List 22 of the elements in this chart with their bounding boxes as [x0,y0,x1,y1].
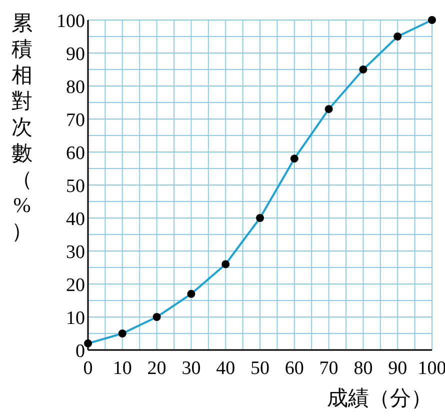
x-tick-label: 30 [182,358,201,379]
x-tick-label: 80 [354,358,373,379]
text: 累積相對次數（%） [12,11,32,243]
x-tick-label: 10 [112,358,132,379]
x-tick-label: 40 [216,358,236,379]
x-axis-title: 成績（分） [327,386,432,410]
x-tick-label: 70 [319,358,338,379]
y-tick-label: 30 [66,242,85,263]
y-tick-label: 60 [66,143,85,164]
x-tick-label: 90 [388,358,408,379]
y-tick-label: 40 [66,209,85,230]
y-tick-label: 100 [56,11,85,32]
y-tick-label: 50 [66,176,85,197]
x-tick-label: 50 [250,358,270,379]
y-tick-label: 80 [66,77,85,98]
y-tick-label: 90 [66,44,85,65]
x-tick-label: 20 [147,358,166,379]
y-tick-label: 0 [76,341,85,362]
y-tick-label: 10 [66,308,85,329]
x-tick-label: 60 [284,358,304,379]
y-tick-label: 20 [66,275,85,296]
y-tick-label: 70 [66,110,85,131]
